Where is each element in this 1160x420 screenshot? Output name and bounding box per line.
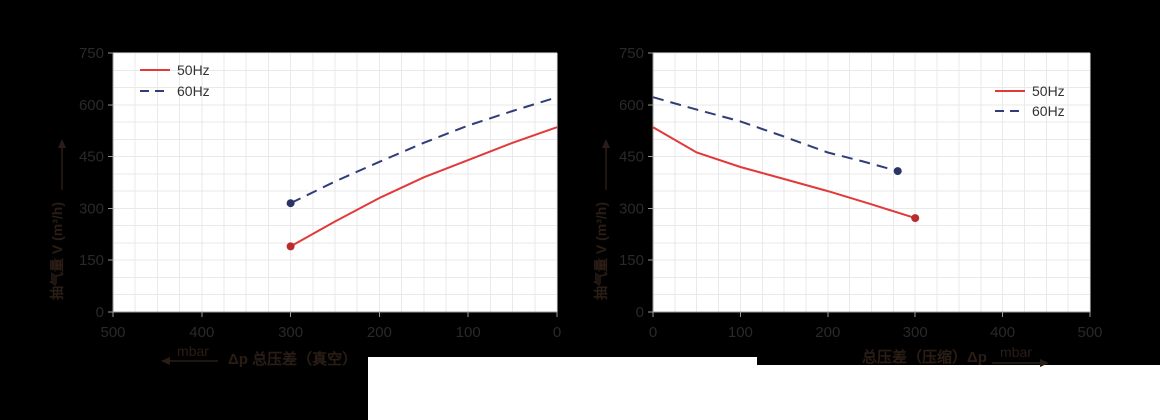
y-tick-label: 450: [79, 149, 104, 166]
grid: [112, 52, 558, 313]
x-tick-label: 0: [553, 324, 561, 341]
series-line-50Hz: [290, 126, 558, 248]
legend-label-60Hz: 60Hz: [177, 83, 210, 99]
y-tick-label: 150: [79, 252, 104, 269]
y-axis-title: 抽气量 V (m³/h): [49, 202, 65, 300]
x-tick-label: 500: [1077, 324, 1102, 341]
y-axis-title: 抽气量 V (m³/h): [593, 202, 609, 300]
ticks: [648, 52, 1091, 317]
y-tick-label: 600: [619, 97, 644, 114]
y-tick-label: 450: [619, 149, 644, 166]
x-unit-label: mbar: [177, 343, 209, 359]
x-tick-label: 400: [990, 324, 1015, 341]
y-direction-arrow-head: [602, 139, 610, 148]
y-direction-arrow-head: [58, 139, 66, 148]
axes: [652, 53, 1090, 313]
legend-label-60Hz: 60Hz: [1032, 103, 1065, 119]
legend: 50Hz 60Hz: [995, 83, 1065, 119]
x-direction-arrow-head: [1040, 359, 1049, 367]
legend: 50Hz 60Hz: [140, 62, 210, 99]
x-tick-label: 500: [100, 324, 125, 341]
ticks: [108, 52, 558, 317]
x-tick-label: 400: [189, 324, 214, 341]
series-marker-60Hz: [286, 199, 295, 208]
series-line-50Hz: [652, 126, 916, 220]
x-tick-label: 100: [456, 324, 481, 341]
x-tick-label: 300: [903, 324, 928, 341]
x-tick-label: 300: [278, 324, 303, 341]
axes: [112, 53, 557, 313]
y-tick-label: 750: [619, 45, 644, 62]
y-tick-label: 0: [636, 304, 644, 321]
vacuum-chart: 500 400 300 200 100 0 0 150 300 450 600 750 50Hz 60Hz…: [49, 45, 561, 368]
x-direction-arrow-head: [161, 357, 170, 365]
series-marker-60Hz: [893, 167, 902, 176]
grid: [652, 52, 1091, 313]
tick-labels: 500 400 300 200 100 0 0 150 300 450 600 750: [79, 45, 561, 341]
x-tick-label: 100: [728, 324, 753, 341]
y-tick-label: 750: [79, 45, 104, 62]
x-axis-title: Δp 总压差（真空）: [228, 350, 357, 368]
legend-label-50Hz: 50Hz: [1032, 83, 1065, 99]
y-tick-label: 600: [79, 97, 104, 114]
y-tick-label: 300: [619, 200, 644, 217]
legend-label-50Hz: 50Hz: [177, 62, 210, 78]
y-tick-label: 300: [79, 200, 104, 217]
y-tick-label: 150: [619, 252, 644, 269]
x-tick-label: 200: [815, 324, 840, 341]
x-tick-label: 0: [649, 324, 657, 341]
x-unit-label: mbar: [1000, 344, 1032, 360]
compression-chart: 0 100 200 300 400 500 0 150 300 450 600 750 50Hz 60Hz…: [593, 45, 1103, 367]
series-marker-50Hz: [286, 242, 295, 251]
series-line-60Hz: [290, 96, 558, 205]
series-marker-50Hz: [911, 214, 920, 223]
y-tick-label: 0: [96, 304, 104, 321]
page-background-panel: [368, 357, 1160, 420]
x-axis-title: 总压差（压缩）Δp: [862, 348, 987, 366]
tick-labels: 0 100 200 300 400 500 0 150 300 450 600 750: [619, 45, 1103, 341]
x-tick-label: 200: [367, 324, 392, 341]
series-line-60Hz: [652, 96, 898, 173]
